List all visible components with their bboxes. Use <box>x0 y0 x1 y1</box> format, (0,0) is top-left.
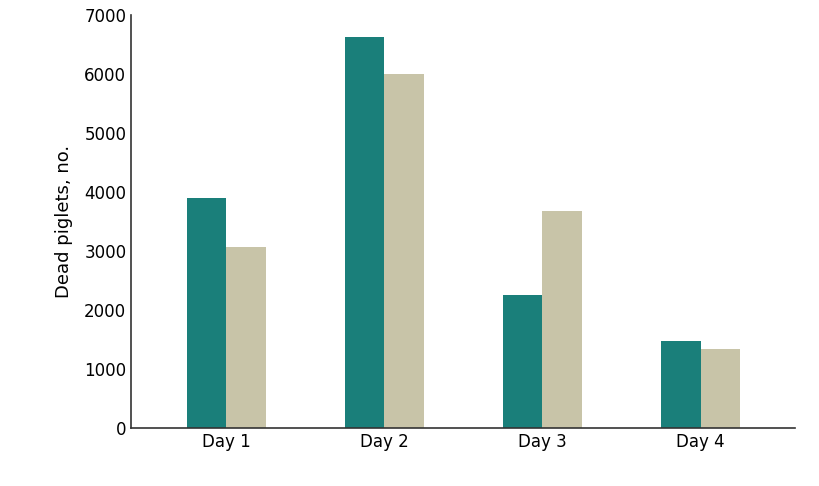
Bar <box>186 197 226 428</box>
Y-axis label: Dead piglets, no.: Dead piglets, no. <box>55 144 73 298</box>
Bar <box>699 349 739 428</box>
Bar <box>344 37 384 428</box>
Bar <box>541 211 581 428</box>
Bar <box>660 341 699 428</box>
Bar <box>384 73 423 428</box>
Bar <box>226 247 265 428</box>
Bar <box>502 295 541 428</box>
